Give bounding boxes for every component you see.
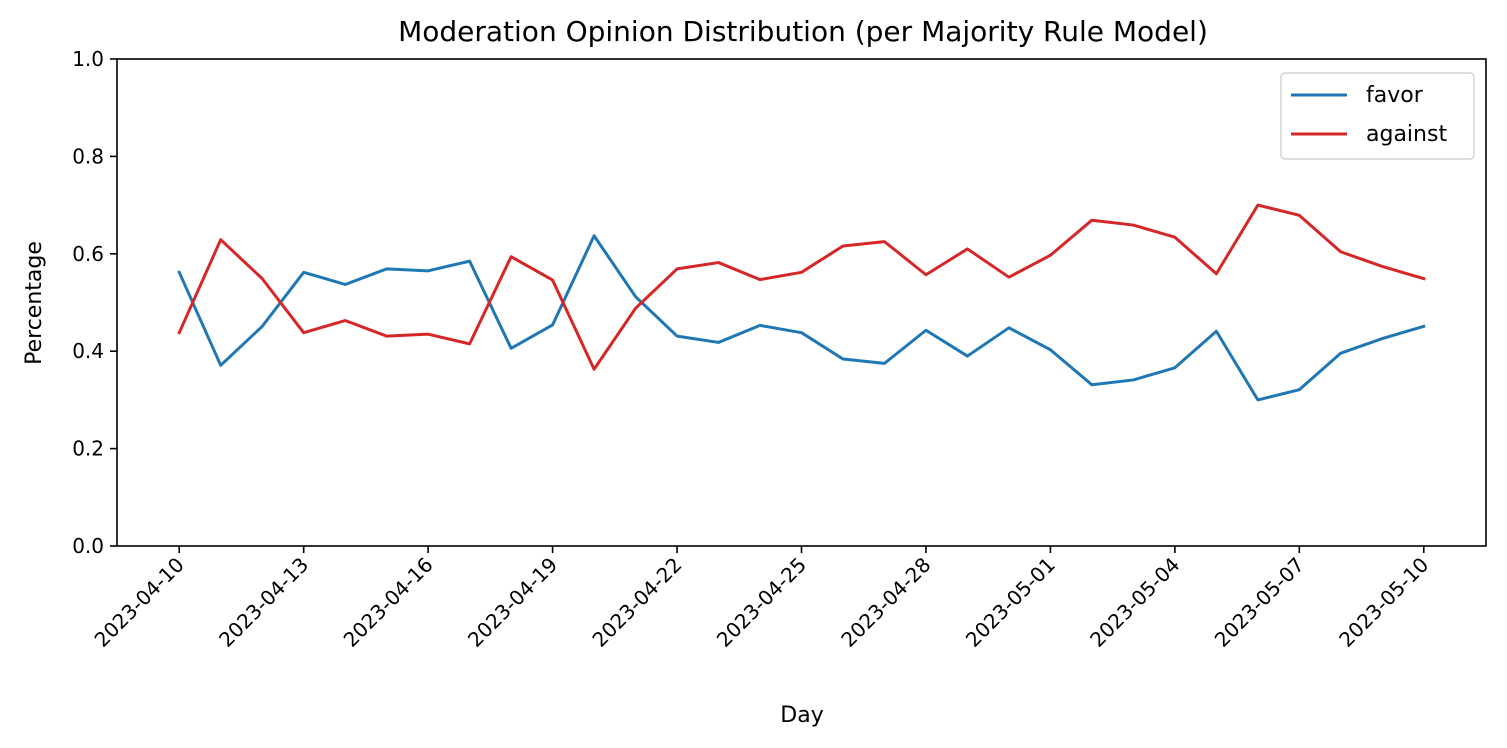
x-tick-label: 2023-05-07 bbox=[1210, 553, 1309, 652]
x-tick-label: 2023-05-10 bbox=[1334, 553, 1433, 652]
x-tick-label: 2023-05-04 bbox=[1085, 553, 1184, 652]
plot-area bbox=[177, 203, 1426, 402]
y-tick-label: 0.8 bbox=[72, 144, 104, 168]
y-axis-label: Percentage bbox=[22, 241, 47, 365]
x-tick-label: 2023-04-25 bbox=[712, 553, 811, 652]
legend-label-against: against bbox=[1366, 122, 1447, 147]
series-line-against bbox=[177, 203, 1426, 371]
x-tick-label: 2023-04-28 bbox=[836, 553, 935, 652]
x-tick-label: 2023-04-22 bbox=[587, 553, 686, 652]
x-tick-label: 2023-04-19 bbox=[463, 553, 562, 652]
x-axis: 2023-04-10 2023-04-13 2023-04-16 2023-04-19… bbox=[90, 546, 1433, 652]
x-axis-label: Day bbox=[780, 703, 823, 728]
y-tick-label: 0.6 bbox=[72, 242, 104, 266]
x-tick-label: 2023-04-13 bbox=[214, 553, 313, 652]
x-tick-label: 2023-04-10 bbox=[90, 553, 189, 652]
y-tick-label: 0.4 bbox=[72, 339, 104, 363]
legend: favor against bbox=[1280, 72, 1475, 160]
y-axis: 0.0 0.2 0.4 0.6 0.8 1.0 bbox=[72, 47, 117, 558]
y-tick-label: 1.0 bbox=[72, 47, 104, 71]
x-tick-label: 2023-04-16 bbox=[339, 553, 438, 652]
x-tick-label: 2023-05-01 bbox=[961, 553, 1060, 652]
y-tick-label: 0.0 bbox=[72, 534, 104, 558]
y-tick-label: 0.2 bbox=[72, 437, 104, 461]
legend-label-favor: favor bbox=[1366, 83, 1424, 108]
chart-title: Moderation Opinion Distribution (per Maj… bbox=[398, 15, 1208, 48]
series-line-favor bbox=[177, 234, 1426, 402]
